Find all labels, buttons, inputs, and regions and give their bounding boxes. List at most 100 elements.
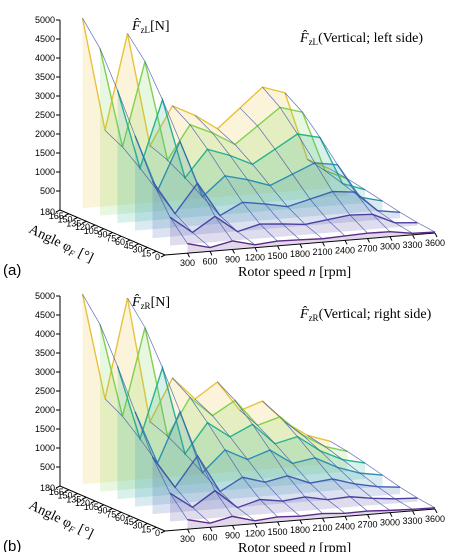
y-tick bbox=[143, 247, 148, 250]
x-tick-label: 900 bbox=[225, 255, 240, 265]
y-tick bbox=[73, 493, 78, 496]
x-tick bbox=[344, 240, 348, 245]
x-tick bbox=[434, 232, 438, 238]
surface-column bbox=[149, 421, 256, 522]
x-tick bbox=[322, 241, 325, 247]
surface-column bbox=[172, 377, 278, 518]
x-tick-label: 3000 bbox=[380, 518, 400, 528]
surface-column bbox=[127, 33, 233, 242]
y-tick bbox=[117, 511, 122, 515]
surface-row bbox=[187, 231, 436, 249]
y-tick bbox=[108, 508, 113, 511]
z-label-part: zL bbox=[141, 25, 151, 35]
x-tick bbox=[277, 521, 280, 527]
y-tick-label: 135 bbox=[66, 494, 81, 504]
y-tick bbox=[134, 243, 139, 247]
x-tick bbox=[367, 514, 370, 519]
surface-row-fill bbox=[187, 231, 435, 254]
x-tick-label: 2700 bbox=[357, 244, 377, 254]
y-label-part: F bbox=[66, 247, 77, 259]
x-tick-label: 300 bbox=[180, 258, 195, 268]
y-tick bbox=[134, 519, 139, 523]
y-tick bbox=[64, 213, 69, 217]
y-tick-label: 120 bbox=[75, 498, 90, 508]
surface-column bbox=[307, 159, 413, 234]
x-tick bbox=[299, 243, 303, 249]
surface-column bbox=[194, 398, 301, 517]
x-tick-label: 2400 bbox=[335, 245, 355, 255]
z-tick-label: 2500 bbox=[35, 386, 55, 396]
x-tick-label: 1200 bbox=[245, 253, 265, 263]
x-tick-label: 2100 bbox=[312, 247, 332, 257]
chart-title-part: (Vertical; right side) bbox=[319, 307, 432, 322]
y-tick bbox=[82, 496, 87, 500]
y-tick bbox=[90, 224, 96, 228]
x-tick-label: 3000 bbox=[380, 242, 400, 252]
x-tick bbox=[322, 517, 325, 523]
x-tick bbox=[254, 523, 258, 528]
y-tick bbox=[160, 254, 166, 258]
y-tick bbox=[82, 220, 87, 224]
surface-column bbox=[217, 381, 323, 514]
z-tick-label: 3000 bbox=[35, 91, 55, 101]
z-tick-label: 500 bbox=[40, 462, 55, 472]
surface-row-fill bbox=[170, 490, 418, 522]
surface-row bbox=[99, 48, 348, 180]
y-tick-label: 15 bbox=[141, 248, 151, 258]
z-tick-label: 1000 bbox=[35, 167, 55, 177]
z-tick-label: 500 bbox=[40, 186, 55, 196]
x-label-part: Rotor speed bbox=[238, 541, 309, 552]
y-tick-label: 15 bbox=[141, 524, 151, 534]
y-tick-label: 0 bbox=[155, 252, 160, 262]
x-label-part: Rotor speed bbox=[238, 265, 309, 280]
chart-title-part: F̂ bbox=[299, 306, 309, 322]
x-tick-label: 1500 bbox=[267, 251, 287, 261]
surface-column bbox=[149, 145, 256, 246]
x-tick-label: 600 bbox=[202, 532, 217, 542]
panel-label: (b) bbox=[3, 538, 21, 552]
surface-column bbox=[172, 105, 278, 242]
chart-title-part: zR bbox=[309, 313, 319, 323]
z-tick-label: 1000 bbox=[35, 443, 55, 453]
y-tick bbox=[64, 489, 69, 493]
panel-label: (a) bbox=[3, 262, 21, 279]
surface-column bbox=[329, 168, 436, 233]
y-tick bbox=[99, 504, 104, 508]
z-tick-label: 1500 bbox=[35, 148, 55, 158]
z-tick-label: 3500 bbox=[35, 72, 55, 82]
surface-row-fill bbox=[152, 181, 400, 239]
y-tick-label: 90 bbox=[97, 230, 107, 240]
x-tick-label: 3300 bbox=[402, 240, 422, 250]
x-tick-label: 3600 bbox=[425, 238, 445, 248]
chart-title-part: zL bbox=[309, 37, 319, 47]
x-tick bbox=[412, 510, 415, 516]
y-label-part: [°] bbox=[72, 521, 95, 543]
surface-column bbox=[217, 128, 323, 240]
y-tick bbox=[90, 500, 96, 504]
x-tick bbox=[277, 245, 280, 251]
surface-row-fill bbox=[117, 366, 365, 500]
y-tick-label: 180 bbox=[40, 207, 55, 217]
x-tick bbox=[209, 527, 213, 532]
x-tick bbox=[232, 525, 235, 530]
y-tick-label: 60 bbox=[115, 237, 125, 247]
x-tick bbox=[367, 238, 370, 243]
y-tick-label: 90 bbox=[97, 506, 107, 516]
y-tick bbox=[152, 526, 157, 530]
x-tick-label: 1500 bbox=[267, 527, 287, 537]
surface-column bbox=[284, 92, 391, 232]
z-tick-label: 2500 bbox=[35, 110, 55, 120]
surface-column bbox=[329, 440, 436, 509]
z-tick-label: 3500 bbox=[35, 348, 55, 358]
x-tick bbox=[344, 516, 348, 521]
y-tick-label: 0 bbox=[155, 528, 160, 538]
x-tick bbox=[254, 247, 258, 252]
y-tick bbox=[99, 228, 104, 232]
surface-row bbox=[116, 89, 366, 191]
z-label-part: zR bbox=[141, 301, 151, 311]
z-label-part: [N] bbox=[151, 295, 170, 310]
y-tick-label: 45 bbox=[124, 241, 134, 251]
z-label-part: F̂ bbox=[131, 18, 141, 34]
x-tick-label: 300 bbox=[180, 534, 195, 544]
